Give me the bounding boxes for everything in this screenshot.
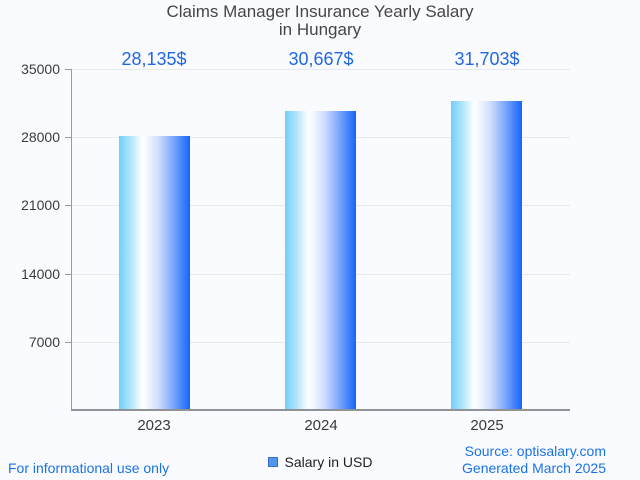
bar-value-label: 31,703$: [454, 49, 520, 69]
chart-title-line2: in Hungary: [278, 20, 362, 39]
y-axis-label: 28000: [21, 129, 60, 145]
y-axis-tick: [65, 205, 71, 206]
x-axis-label: 2023: [137, 417, 171, 434]
bar-value-label: 28,135$: [121, 49, 187, 69]
x-axis-label: 2024: [304, 417, 338, 434]
y-axis-line: [71, 69, 72, 410]
y-axis-label: 21000: [21, 197, 60, 213]
y-axis-label: 14000: [21, 266, 60, 282]
y-axis-label: 35000: [21, 61, 60, 77]
chart-title-line1: Claims Manager Insurance Yearly Salary: [166, 2, 474, 21]
legend: Salary in USD: [0, 454, 640, 470]
gridline: [71, 69, 570, 70]
x-axis-line: [71, 409, 570, 411]
source-block: Source: optisalary.com Generated March 2…: [462, 443, 606, 477]
bar-2025: [451, 101, 522, 410]
x-axis-label: 2025: [470, 417, 504, 434]
legend-swatch-icon: [267, 457, 278, 467]
bar-2024: [285, 111, 356, 410]
legend-label: Salary in USD: [284, 454, 373, 470]
disclaimer-text: For informational use only: [8, 460, 170, 476]
chart-title: Claims Manager Insurance Yearly Salary i…: [0, 3, 640, 39]
generated-date: Generated March 2025: [462, 460, 606, 476]
source-link[interactable]: Source: optisalary.com: [464, 443, 606, 459]
bar-2023: [119, 136, 190, 410]
y-axis-tick: [65, 137, 71, 138]
y-axis-tick: [65, 274, 71, 275]
y-axis-label: 7000: [28, 334, 60, 350]
bar-value-label: 30,667$: [288, 49, 354, 69]
y-axis-tick: [65, 69, 71, 70]
y-axis-tick: [65, 342, 71, 343]
